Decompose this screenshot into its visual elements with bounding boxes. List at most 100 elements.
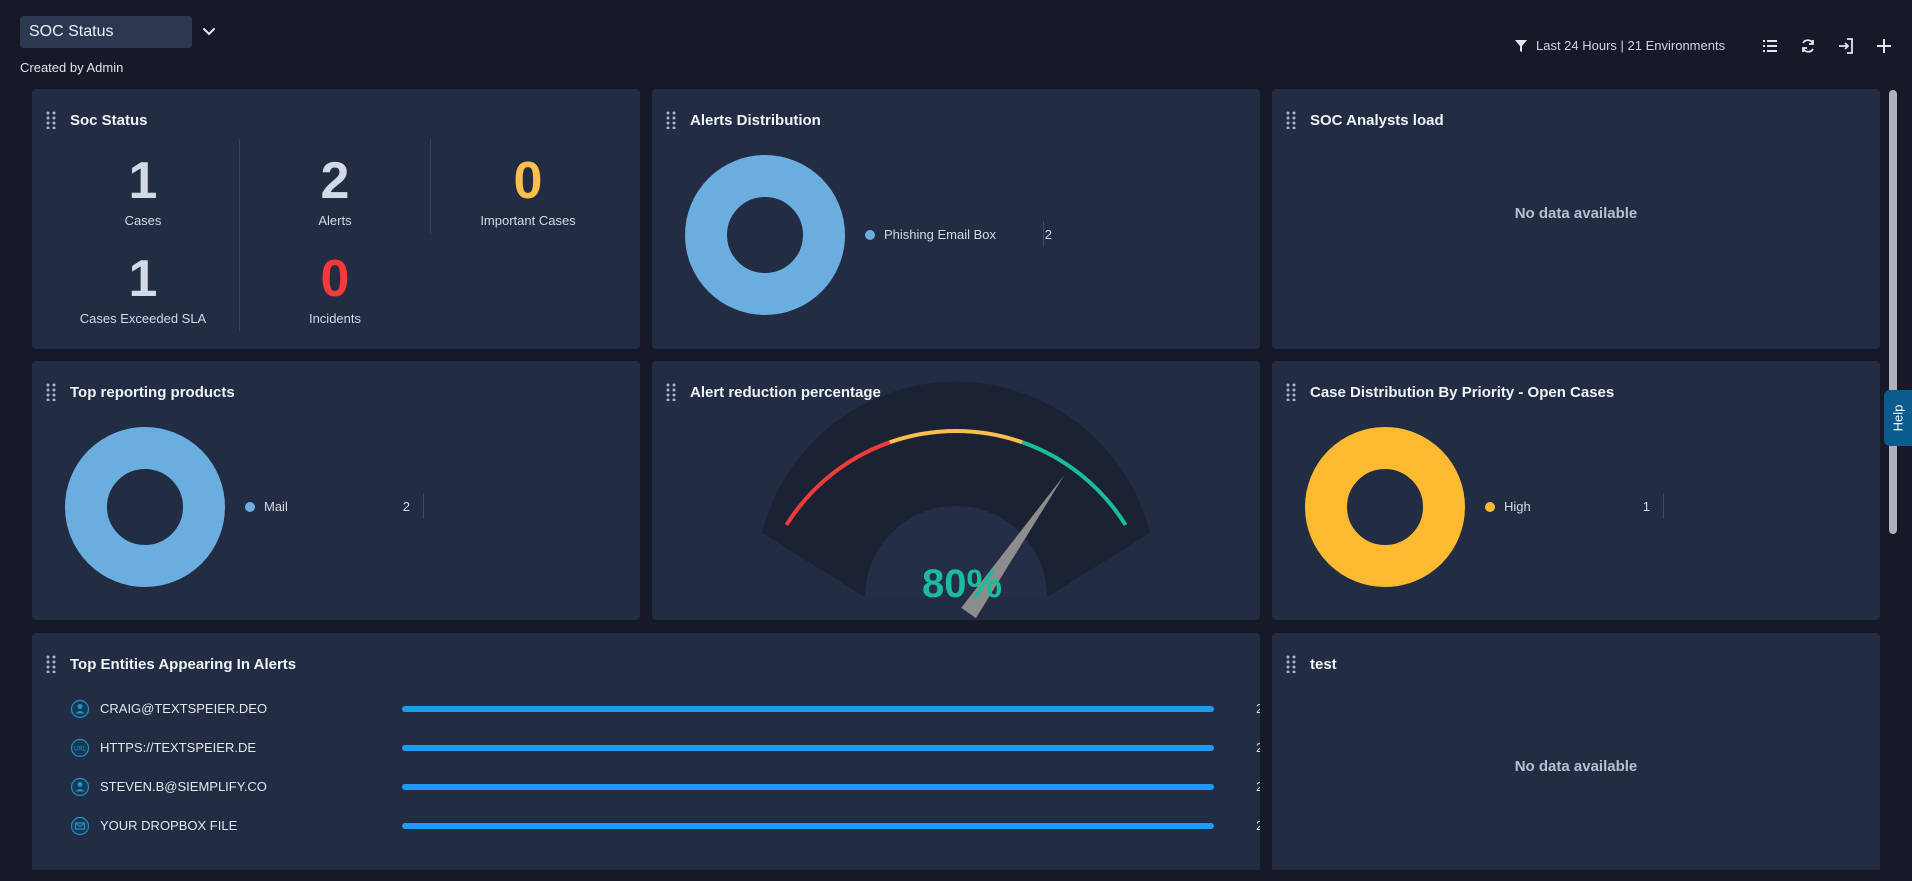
filter-icon[interactable] — [1514, 39, 1528, 53]
drag-handle-icon[interactable] — [1286, 383, 1296, 401]
entity-label: CRAIG@TEXTSPEIER.DEO — [100, 701, 268, 716]
entity-row[interactable]: STEVEN.B@SIEMPLIFY.CO 2 — [70, 775, 1260, 799]
stat-label: Cases — [124, 213, 162, 228]
drag-handle-icon[interactable] — [1286, 111, 1296, 129]
list-icon[interactable] — [1761, 37, 1779, 55]
stat-label: Cases Exceeded SLA — [79, 311, 207, 326]
divider — [423, 493, 424, 519]
stat-label: Incidents — [308, 311, 362, 326]
entity-bar — [402, 706, 1214, 712]
widget-title: test — [1310, 656, 1337, 673]
widget-title: Soc Status — [70, 112, 148, 129]
drag-handle-icon[interactable] — [46, 383, 56, 401]
legend-label: Mail — [264, 499, 288, 514]
legend-label: High — [1504, 499, 1531, 514]
no-data-message: No data available — [1514, 205, 1638, 222]
help-button[interactable]: Help — [1884, 390, 1912, 446]
entity-bar — [402, 784, 1214, 790]
widget-case-distribution-by-priority: Case Distribution By Priority - Open Cas… — [1272, 361, 1880, 620]
gauge-arc-high — [1021, 440, 1128, 527]
help-label: Help — [1890, 404, 1906, 432]
gauge-face — [762, 381, 1150, 597]
stat-label: Alerts — [318, 213, 352, 228]
widget-alerts-distribution: Alerts Distribution Phishing Email Box 2 — [652, 89, 1260, 349]
entity-label: HTTPS://TEXTSPEIER.DE — [100, 740, 257, 755]
widget-top-entities: Top Entities Appearing In Alerts CRAIG@T… — [32, 633, 1260, 881]
entity-label: STEVEN.B@SIEMPLIFY.CO — [100, 779, 267, 794]
legend-dot — [1485, 502, 1495, 512]
widget-top-reporting-products: Top reporting products Mail 2 — [32, 361, 640, 620]
no-data-message: No data available — [1514, 758, 1638, 775]
donut-slice-mail[interactable] — [65, 427, 225, 587]
divider — [239, 139, 240, 331]
widget-title: Top reporting products — [70, 384, 235, 401]
entity-row[interactable]: CRAIG@TEXTSPEIER.DEO 2 — [70, 697, 1260, 721]
stat-cases[interactable]: 1 Cases — [53, 153, 233, 228]
dashboard-name: SOC Status — [29, 23, 114, 40]
legend-dot — [245, 502, 255, 512]
entity-count: 2 — [1256, 779, 1260, 794]
donut-slice-phishing-email-box[interactable] — [685, 155, 845, 315]
widget-title: Case Distribution By Priority - Open Cas… — [1310, 384, 1615, 401]
drag-handle-icon[interactable] — [46, 111, 56, 129]
divider — [430, 139, 431, 234]
stat-alerts[interactable]: 2 Alerts — [245, 153, 425, 228]
add-icon[interactable] — [1875, 37, 1893, 55]
created-by-label: Created by Admin — [20, 60, 124, 75]
stat-value: 0 — [320, 250, 350, 308]
entity-bar — [402, 823, 1214, 829]
stat-important-cases[interactable]: 0 Important Cases — [438, 153, 618, 228]
refresh-icon[interactable] — [1799, 37, 1817, 55]
divider — [1043, 221, 1044, 247]
gauge-value: 80% — [922, 562, 1002, 606]
entity-count: 2 — [1256, 701, 1260, 716]
widget-soc-status: Soc Status 1 Cases 2 Alerts 0 Important … — [32, 89, 640, 349]
legend-value: 1 — [1642, 499, 1650, 514]
widget-soc-analysts-load: SOC Analysts load No data available — [1272, 89, 1880, 349]
scrollbar[interactable] — [1889, 90, 1897, 534]
entity-row[interactable]: YOUR DROPBOX FILE 2 — [70, 814, 1260, 838]
widget-test: test No data available — [1272, 633, 1880, 881]
time-filter[interactable]: Last 24 Hours | 21 Environments — [1536, 38, 1726, 53]
widget-alert-reduction-percentage: Alert reduction percentage 80% — [652, 361, 1260, 620]
page-bottom — [0, 870, 1912, 881]
stat-incidents[interactable]: 0 Incidents — [245, 251, 425, 326]
entity-label: YOUR DROPBOX FILE — [100, 818, 238, 833]
stat-cases-exceeded-sla[interactable]: 1 Cases Exceeded SLA — [53, 251, 233, 326]
stat-value: 1 — [128, 152, 158, 210]
stat-value: 2 — [320, 152, 350, 210]
divider — [1663, 493, 1664, 519]
legend-dot — [865, 230, 875, 240]
widget-title: Alerts Distribution — [690, 112, 821, 129]
entity-row[interactable]: URL HTTPS://TEXTSPEIER.DE 2 — [70, 736, 1260, 760]
widget-title: SOC Analysts load — [1310, 112, 1444, 129]
user-icon — [70, 777, 90, 797]
gauge-chart[interactable]: 80% — [652, 361, 1260, 620]
widget-title: Alert reduction percentage — [690, 384, 881, 401]
export-icon[interactable] — [1837, 37, 1855, 55]
donut-chart[interactable] — [685, 155, 845, 315]
stat-value: 0 — [513, 152, 543, 210]
stat-label: Important Cases — [480, 213, 576, 228]
email-subject-icon — [70, 816, 90, 836]
donut-slice-high[interactable] — [1305, 427, 1465, 587]
chevron-down-icon[interactable] — [199, 22, 219, 42]
svg-text:URL: URL — [74, 747, 87, 753]
entity-bar — [402, 745, 1214, 751]
gauge-needle — [961, 475, 1065, 619]
gauge-arc-low — [784, 440, 891, 527]
url-icon: URL — [70, 738, 90, 758]
widget-title: Top Entities Appearing In Alerts — [70, 656, 297, 673]
gauge-arc-mid — [889, 429, 1023, 445]
stat-value: 1 — [128, 250, 158, 308]
dashboard-select[interactable]: SOC Status — [20, 16, 192, 48]
drag-handle-icon[interactable] — [1286, 655, 1296, 673]
drag-handle-icon[interactable] — [666, 111, 676, 129]
legend-value: 2 — [1044, 227, 1052, 242]
donut-chart[interactable] — [65, 427, 225, 587]
drag-handle-icon[interactable] — [666, 383, 676, 401]
entity-count: 2 — [1256, 818, 1260, 833]
user-icon — [70, 699, 90, 719]
donut-chart[interactable] — [1305, 427, 1465, 587]
drag-handle-icon[interactable] — [46, 655, 56, 673]
